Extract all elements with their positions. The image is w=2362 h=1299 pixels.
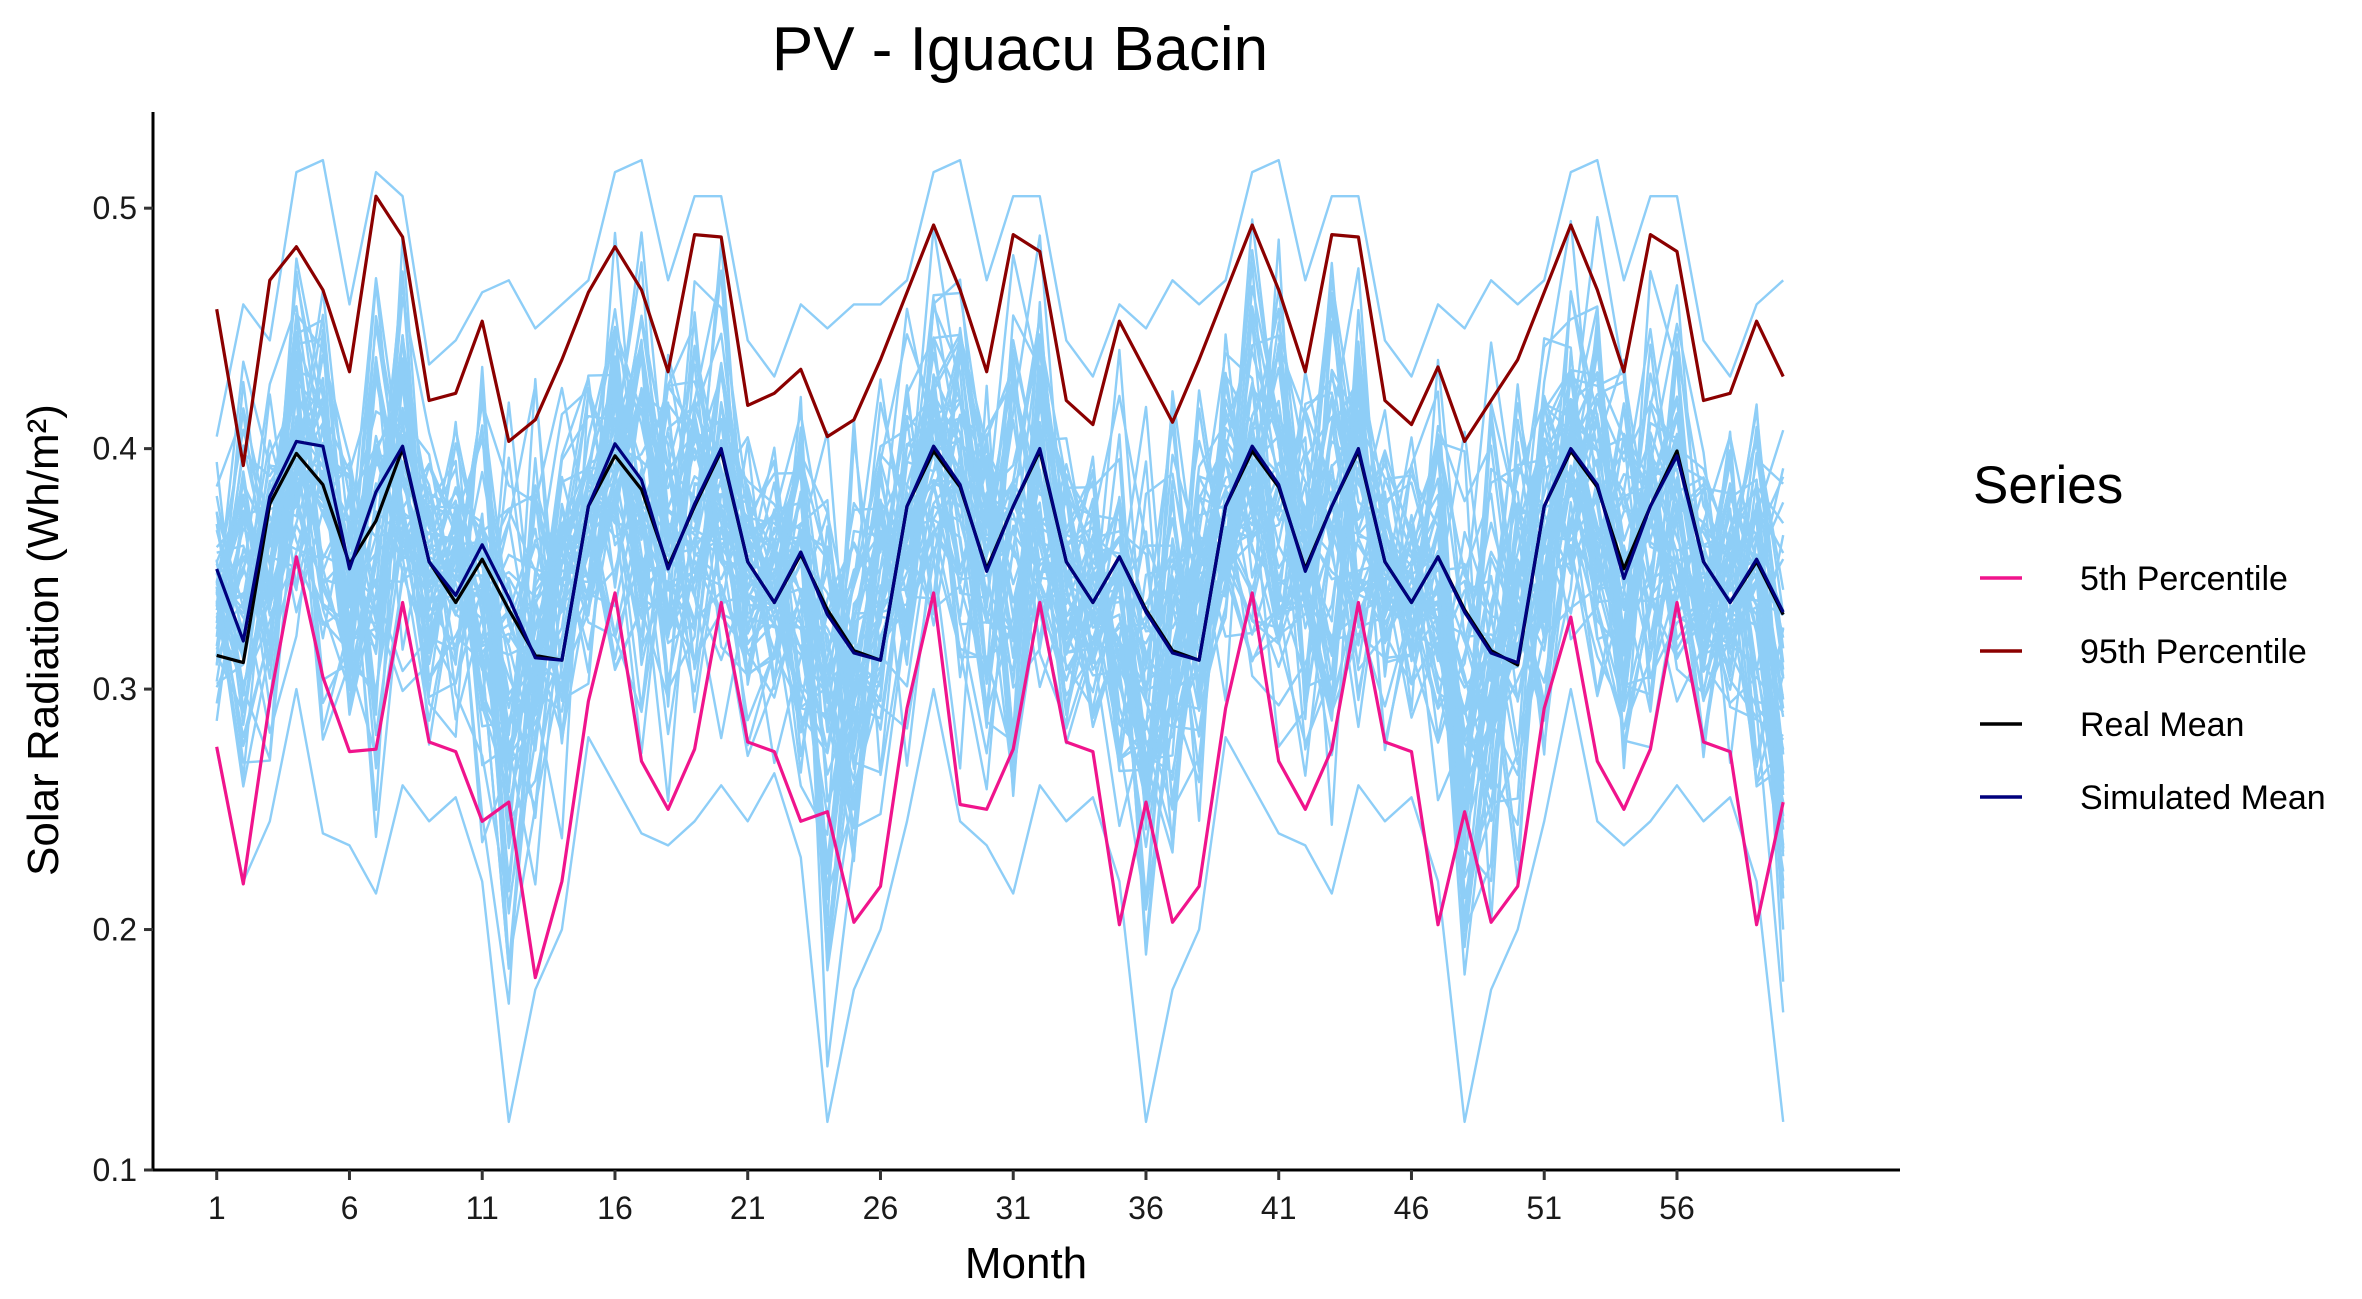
x-tick-label: 21 (730, 1190, 766, 1226)
series-line-5th-percentile (215, 555, 1785, 980)
ensemble-path (215, 372, 1785, 854)
x-tick-label: 6 (341, 1190, 359, 1226)
legend-label: Simulated Mean (2080, 779, 2326, 817)
ensemble-lines (215, 158, 1785, 1124)
ensemble-path (215, 261, 1785, 895)
x-tick-label: 31 (995, 1190, 1031, 1226)
ensemble-path (215, 322, 1785, 970)
y-tick-label: 0.3 (93, 671, 137, 707)
ensemble-path (215, 300, 1784, 828)
ensemble-path (215, 314, 1785, 803)
legend-item: 5th Percentile (1980, 560, 2288, 598)
x-tick-label: 41 (1261, 1190, 1297, 1226)
series-line-simulated-mean (215, 439, 1785, 665)
x-tick-label: 46 (1394, 1190, 1430, 1226)
y-axis-title: Solar Radiation (Wh/m²) (19, 404, 68, 876)
legend-label: 5th Percentile (2080, 560, 2288, 598)
legend-label: 95th Percentile (2080, 633, 2307, 671)
legend-title: Series (1973, 456, 2123, 515)
y-axis-ticks: 0.1 0.2 0.3 0.4 0.5 (93, 190, 153, 1188)
x-tick-label: 16 (597, 1190, 633, 1226)
ensemble-path (215, 158, 1785, 437)
ensemble-path (215, 344, 1785, 965)
y-tick-label: 0.4 (93, 431, 137, 467)
x-tick-label: 11 (466, 1190, 499, 1226)
ensemble-path (215, 234, 1785, 972)
legend-item: 95th Percentile (1980, 633, 2307, 671)
x-tick-label: 51 (1526, 1190, 1562, 1226)
ensemble-path (215, 285, 1785, 875)
x-tick-label: 56 (1659, 1190, 1695, 1226)
ensemble-path (215, 219, 1784, 943)
y-tick-label: 0.1 (93, 1152, 137, 1188)
x-tick-label: 26 (863, 1190, 899, 1226)
series-lines (215, 194, 1785, 980)
y-tick-label: 0.2 (93, 912, 137, 948)
x-axis-ticks: 1 6 11 16 21 26 31 36 41 46 51 56 (208, 1170, 1695, 1226)
chart-title: PV - Iguacu Bacin (772, 15, 1268, 84)
ensemble-path (215, 218, 1785, 949)
y-tick-label: 0.5 (93, 190, 137, 226)
x-tick-label: 1 (208, 1190, 226, 1226)
series-line-95th-percentile (215, 194, 1785, 468)
x-axis-title: Month (965, 1239, 1087, 1288)
legend: Series 5th Percentile 95th Percentile Real… (1973, 456, 2326, 817)
ensemble-path (215, 687, 1785, 1124)
legend-label: Real Mean (2080, 706, 2244, 744)
legend-item: Simulated Mean (1980, 779, 2326, 817)
ensemble-path (215, 319, 1785, 956)
legend-item: Real Mean (1980, 706, 2244, 744)
x-tick-label: 36 (1128, 1190, 1164, 1226)
